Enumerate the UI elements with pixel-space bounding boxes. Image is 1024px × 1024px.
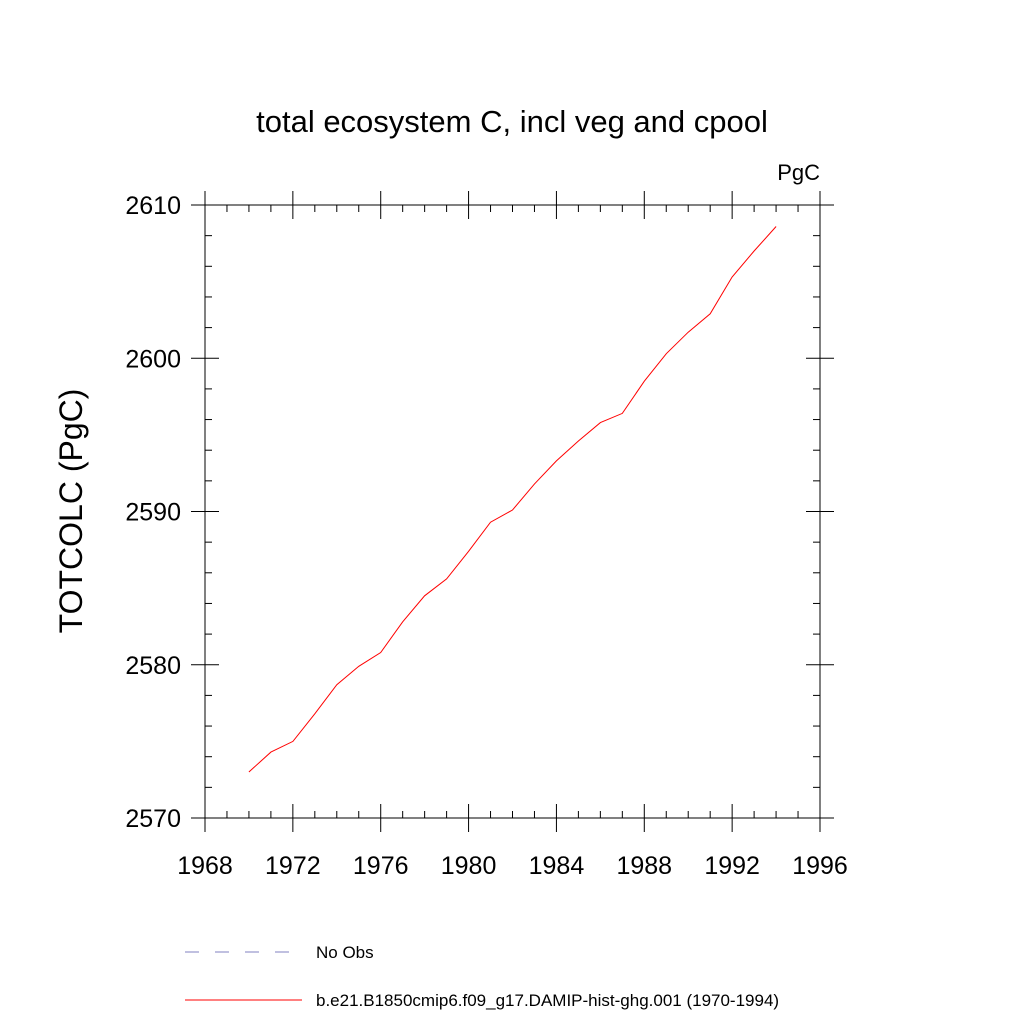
- legend-label: No Obs: [316, 943, 374, 962]
- data-lines: [248, 226, 777, 773]
- x-tick-label: 1988: [616, 852, 672, 880]
- y-tick-label: 2570: [125, 805, 181, 833]
- y-tick-label: 2590: [125, 499, 181, 527]
- x-tick-label: 1976: [353, 852, 409, 880]
- y-tick-label: 2600: [125, 345, 181, 373]
- y-tick-label: 2580: [125, 652, 181, 680]
- x-tick-label: 1968: [177, 852, 233, 880]
- chart-title: total ecosystem C, incl veg and cpool: [256, 104, 768, 139]
- x-tick-label: 1992: [704, 852, 760, 880]
- x-tick-label: 1980: [441, 852, 497, 880]
- plot-frame: [204, 204, 821, 819]
- series-line: [248, 226, 777, 773]
- units-label: PgC: [777, 160, 820, 185]
- axis-tick-labels: 1968 1972 1976 1980 1984 1988 1992 1996 2570 2580…: [125, 192, 847, 880]
- axis-ticks: [191, 191, 834, 832]
- y-tick-label: 2610: [125, 192, 181, 220]
- legend: No Obs b.e21.B1850cmip6.f09_g17.DAMIP-his…: [185, 943, 779, 1010]
- legend-label: b.e21.B1850cmip6.f09_g17.DAMIP-hist-ghg.…: [316, 991, 779, 1010]
- x-tick-label: 1984: [529, 852, 585, 880]
- y-axis-label: TOTCOLC (PgC): [53, 389, 89, 634]
- x-tick-label: 1996: [792, 852, 848, 880]
- x-tick-label: 1972: [265, 852, 321, 880]
